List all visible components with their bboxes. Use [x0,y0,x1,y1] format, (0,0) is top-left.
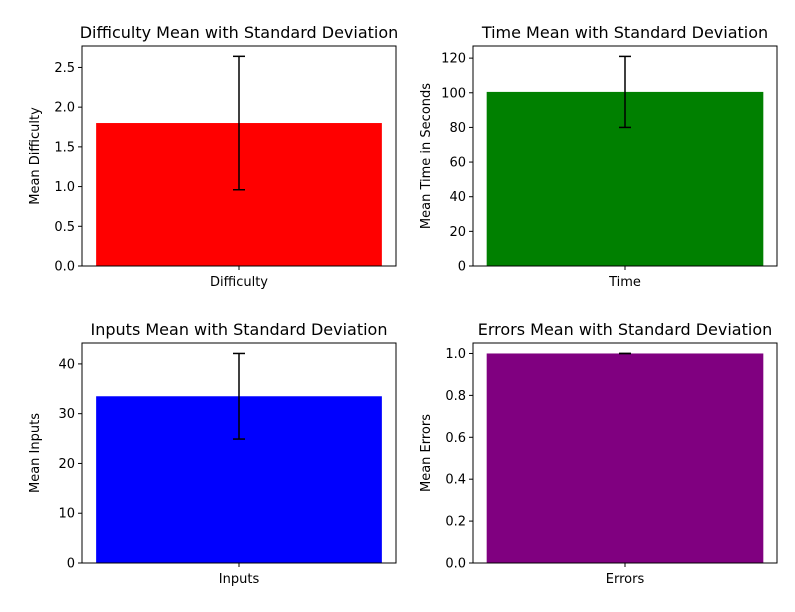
y-tick-label: 0.8 [445,389,466,404]
subplot-3: 0 10 20 30 40 Inputs Inputs Mean with Standard… [28,320,397,587]
chart-title: Errors Mean with Standard Deviation [478,320,773,339]
chart-title: Difficulty Mean with Standard Deviation [80,23,399,42]
y-tick-label: 1.5 [54,140,75,155]
y-tick-label: 120 [441,52,466,67]
chart-title: Inputs Mean with Standard Deviation [91,320,388,339]
y-tick-label: 40 [449,190,466,205]
y-tick-label: 1.0 [445,347,466,362]
y-tick-label: 20 [449,225,466,240]
x-tick-label: Inputs [219,572,260,587]
y-tick-label: 1.0 [54,180,75,195]
subplot-4: 0.0 0.2 0.4 0.6 0.8 1.0 Errors Errors Mean with… [419,320,778,587]
y-tick-label: 80 [449,121,466,136]
y-tick-label: 20 [58,457,75,472]
chart-title: Time Mean with Standard Deviation [481,23,768,42]
x-tick-label: Errors [606,572,645,587]
x-tick-label: Time [608,275,641,290]
y-tick-label: 0.4 [445,473,466,488]
y-tick-label: 0.0 [445,557,466,572]
y-tick-label: 0 [67,557,75,572]
y-tick-label: 0.6 [445,431,466,446]
x-tick-label: Difficulty [210,275,268,290]
y-tick-label: 0 [458,260,466,275]
y-tick-label: 0.5 [54,220,75,235]
y-tick-label: 30 [58,407,75,422]
y-tick-label: 2.0 [54,101,75,116]
y-tick-label: 60 [449,156,466,171]
y-tick-label: 0.2 [445,515,466,530]
y-tick-label: 10 [58,507,75,522]
y-tick-label: 40 [58,357,75,372]
y-tick-label: 100 [441,86,466,101]
subplot-2: 0 20 40 60 80 100 120 Time Time Mean with Standa… [419,23,778,290]
y-axis-label: Mean Inputs [28,413,43,493]
y-axis-label: Mean Errors [419,414,434,492]
y-tick-label: 0.0 [54,260,75,275]
y-tick-label: 2.5 [54,61,75,76]
bar-errors [486,353,764,563]
y-axis-label: Mean Time in Seconds [419,83,434,229]
y-axis-label: Mean Difficulty [28,107,43,205]
subplot-1: 0.0 0.5 1.0 1.5 2.0 2.5 Difficulty Difficulty M… [28,23,398,290]
